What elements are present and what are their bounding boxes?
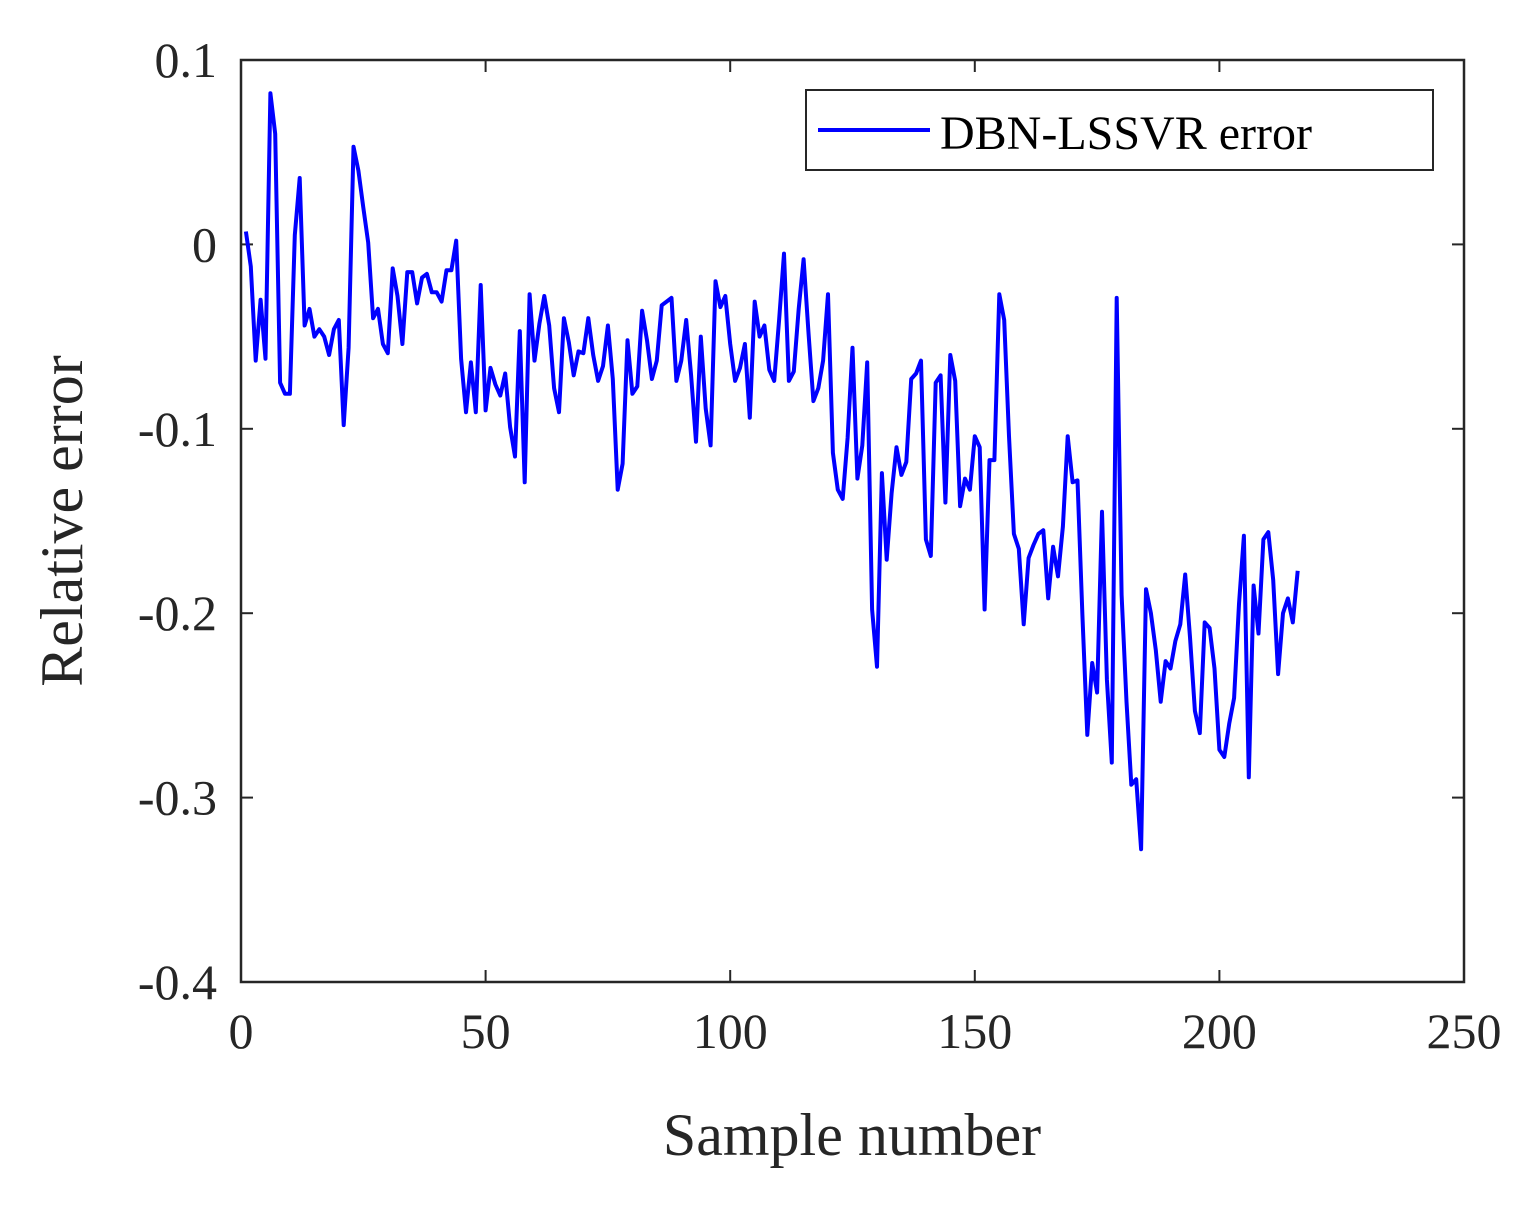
y-tick-label: -0.2 [138,585,217,641]
y-tick-label: -0.3 [138,770,217,826]
legend-label-dbn-lssvr: DBN-LSSVR error [940,107,1312,160]
plot-frame [239,58,1466,984]
y-tick-label: -0.4 [138,954,217,1010]
x-tick-label: 0 [229,1003,254,1059]
y-tick-label: -0.1 [138,401,217,457]
x-tick-label: 100 [693,1003,768,1059]
x-tick-label: 250 [1427,1003,1502,1059]
x-axis-title: Sample number [663,1102,1041,1168]
series-layer [243,91,1300,852]
x-tick-label: 50 [461,1003,511,1059]
series-line-dbn-lssvr-error [243,91,1300,852]
x-tick-label: 150 [937,1003,1012,1059]
x-tick-label: 200 [1182,1003,1257,1059]
y-tick-label: 0 [192,216,217,272]
y-axis-title: Relative error [29,355,95,687]
plot-background [241,60,1464,982]
legend: DBN-LSSVR error [805,89,1434,171]
tick-labels-layer: 0 50 100 150 200 250 0.1 0 -0.1 -0.2 -0.3 -0.4 [138,32,1502,1059]
y-tick-label: 0.1 [155,32,218,88]
